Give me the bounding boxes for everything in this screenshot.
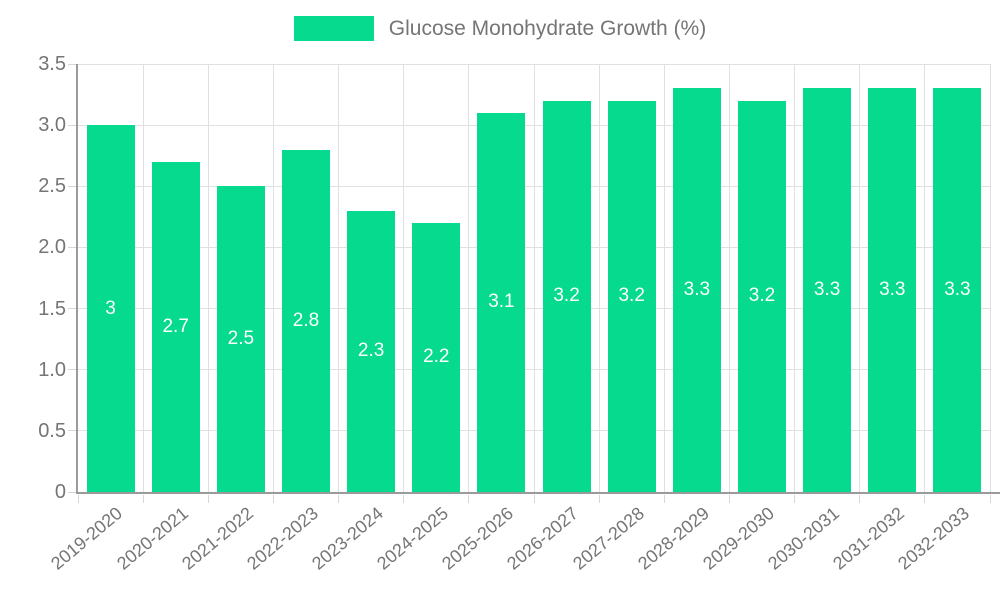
bar-value-label: 3.3 [944,279,971,301]
x-tick-mark [859,495,861,503]
bar-value-label: 3 [105,297,116,319]
gridline-vertical [207,64,209,492]
bar-2029-2030: 3.2 [738,100,786,492]
y-axis-tick-label: 2.0 [38,236,66,259]
x-tick-mark [989,495,991,503]
legend-label: Glucose Monohydrate Growth (%) [388,16,707,40]
x-tick-mark [924,495,926,503]
bar-2032-2033: 3.3 [933,88,982,492]
x-tick-mark [272,495,274,503]
y-axis-tick-label: 2.5 [38,175,66,198]
y-tick-mark [68,430,76,432]
x-tick-mark [663,495,665,503]
x-tick-mark [338,495,340,503]
bar-value-label: 2.2 [423,346,450,368]
bar-value-label: 3.3 [879,279,906,301]
gridline-vertical [142,64,144,492]
y-tick-mark [68,369,76,371]
x-tick-mark [77,495,79,503]
bar-value-label: 2.3 [357,340,385,362]
y-tick-mark [68,308,76,310]
gridline-vertical [272,64,274,492]
y-axis-tick-label: 1.5 [38,297,66,320]
gridline-vertical [338,64,340,492]
bar-2025-2026: 3.1 [477,112,526,492]
bar-value-label: 2.7 [162,315,189,337]
y-tick-mark [68,491,76,493]
x-tick-mark [403,495,405,503]
bar-2028-2029: 3.3 [672,88,721,492]
y-tick-mark [68,246,76,248]
y-axis-line [76,64,78,494]
x-tick-mark [207,495,209,503]
bar-2027-2028: 3.2 [607,100,656,492]
y-axis-tick-label: 3.0 [38,114,66,137]
chart-legend[interactable]: Glucose Monohydrate Growth (%) [0,16,1000,41]
bar-2024-2025: 2.2 [412,222,461,492]
x-tick-mark [142,495,144,503]
bar-value-label: 3.3 [813,279,841,301]
bar-2030-2031: 3.3 [803,88,852,492]
gridline-vertical [663,64,665,492]
bar-2023-2024: 2.3 [347,210,396,492]
gridline-vertical [859,64,861,492]
x-tick-mark [728,495,730,503]
bar-2026-2027: 3.2 [542,100,591,492]
gridline-vertical [924,64,926,492]
x-tick-mark [794,495,796,503]
gridline-vertical [598,64,600,492]
bar-value-label: 3.2 [748,285,776,307]
legend-swatch [293,16,374,41]
x-tick-mark [533,495,535,503]
bar-2021-2022: 2.5 [216,186,265,492]
gridline-vertical [989,64,991,492]
y-axis-tick-label: 3.5 [38,53,66,75]
y-tick-mark [68,185,76,187]
gridline-vertical [533,64,535,492]
bar-2022-2023: 2.8 [282,149,330,492]
bar-value-label: 2.8 [292,309,320,331]
y-axis-tick-label: 0.5 [38,419,66,442]
gridline-vertical [728,64,730,492]
y-axis-tick-label: 1.0 [38,358,66,381]
x-axis-line [76,492,1000,494]
bar-value-label: 3.2 [618,285,645,307]
x-tick-mark [468,495,470,503]
gridline-vertical [794,64,796,492]
bar-value-label: 3.1 [488,291,515,313]
bar-2031-2032: 3.3 [868,88,917,492]
x-tick-mark [598,495,600,503]
bar-value-label: 2.5 [227,328,255,350]
gridline-vertical [468,64,470,492]
y-tick-mark [68,63,76,65]
bar-2020-2021: 2.7 [151,161,200,492]
y-axis-tick-label: 0 [54,481,66,503]
bar-value-label: 3.3 [683,279,711,301]
plot-area: 3 2.7 2.5 2.8 2.3 2.2 3.1 3.2 3.2 3.3 3.2 3.3 3.3 3.3 [68,63,1000,503]
y-tick-mark [68,124,76,126]
bar-value-label: 3.2 [553,285,580,307]
gridline-vertical [403,64,405,492]
bar-2019-2020: 3 [86,125,135,492]
